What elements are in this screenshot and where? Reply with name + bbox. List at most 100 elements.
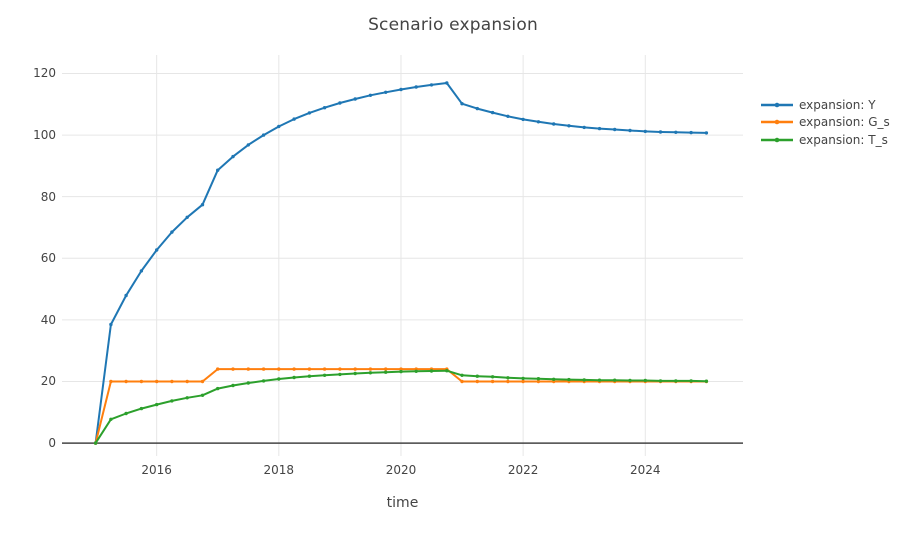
legend-marker	[774, 137, 780, 143]
data-point	[200, 379, 205, 384]
data-point	[368, 93, 373, 98]
data-point	[307, 374, 312, 378]
data-point	[277, 124, 281, 129]
data-point	[567, 377, 571, 382]
data-point	[490, 379, 495, 384]
legend-line-marker-icon	[761, 137, 793, 143]
data-point	[246, 381, 250, 385]
data-point	[261, 379, 266, 383]
data-point	[384, 90, 388, 95]
data-point	[399, 369, 403, 374]
data-point	[643, 129, 647, 134]
data-point	[490, 375, 495, 379]
data-point	[460, 379, 464, 384]
data-point	[445, 81, 449, 85]
data-point	[613, 378, 617, 382]
data-point	[185, 379, 189, 384]
data-point	[689, 379, 693, 383]
data-point	[399, 367, 403, 371]
data-point	[704, 131, 709, 135]
x-tick-label-2020: 2020	[385, 463, 417, 477]
data-point	[506, 376, 510, 380]
data-point	[185, 396, 189, 400]
data-point	[643, 378, 647, 383]
data-point	[216, 386, 220, 391]
data-point	[628, 378, 632, 383]
data-point	[139, 269, 144, 273]
data-point	[155, 402, 159, 407]
data-point	[552, 122, 556, 126]
data-point	[200, 203, 205, 207]
legend-item-expansion-g-s[interactable]: expansion: G_s	[760, 114, 890, 132]
data-point	[658, 379, 663, 383]
data-point	[155, 379, 159, 384]
data-point	[384, 370, 388, 374]
data-point	[582, 125, 586, 130]
x-tick-label-2018: 2018	[263, 463, 295, 477]
data-point	[475, 374, 479, 378]
data-point	[597, 126, 602, 131]
legend-marker	[774, 119, 780, 125]
data-point	[506, 114, 510, 119]
data-point	[322, 373, 327, 377]
data-point	[475, 106, 479, 111]
data-point	[170, 230, 174, 234]
y-tick-label-120: 120	[33, 66, 56, 81]
data-point	[414, 369, 418, 373]
data-point	[261, 367, 266, 371]
data-point	[613, 127, 617, 132]
legend-item-expansion-t-s[interactable]: expansion: T_s	[760, 131, 890, 149]
data-point	[658, 130, 663, 134]
data-point	[552, 377, 556, 381]
y-tick-label-40: 40	[40, 312, 56, 327]
data-point	[674, 379, 678, 383]
data-point	[246, 367, 250, 371]
data-point	[353, 371, 357, 376]
data-point	[674, 130, 678, 134]
data-point	[124, 293, 128, 298]
data-point	[582, 378, 586, 382]
data-point	[246, 143, 250, 147]
data-point	[368, 367, 373, 371]
data-point	[307, 367, 312, 371]
data-point	[338, 367, 342, 371]
data-point	[521, 117, 525, 122]
data-point	[429, 369, 434, 373]
data-point	[521, 379, 525, 384]
data-point	[353, 367, 357, 371]
data-point	[216, 367, 220, 371]
data-point	[231, 383, 235, 388]
data-point	[597, 378, 602, 382]
data-point	[307, 111, 312, 115]
data-point	[93, 441, 98, 445]
data-point	[277, 377, 281, 381]
data-point	[704, 379, 709, 383]
data-point	[124, 379, 128, 384]
legend-line-marker-icon	[761, 102, 793, 108]
data-point	[414, 85, 418, 89]
legend-item-expansion-y[interactable]: expansion: Y	[760, 96, 890, 114]
data-point	[384, 367, 388, 371]
data-point	[109, 379, 113, 384]
data-point	[460, 102, 464, 106]
data-point	[170, 399, 174, 403]
data-point	[567, 124, 571, 128]
data-point	[475, 379, 479, 384]
legend: expansion: Y expansion: G_s expansion: T_s	[760, 96, 890, 149]
data-point	[185, 215, 189, 219]
data-point	[536, 120, 541, 124]
series-expansion-t-s[interactable]	[93, 369, 709, 445]
data-point	[445, 369, 449, 373]
data-point	[231, 367, 235, 371]
data-point	[109, 322, 113, 327]
data-point	[155, 248, 159, 252]
y-tick-label-60: 60	[40, 251, 56, 266]
data-point	[231, 154, 235, 159]
y-tick-label-100: 100	[33, 128, 56, 143]
x-axis-title: time	[386, 495, 419, 511]
data-point	[490, 110, 495, 115]
chart-title: Scenario expansion	[368, 15, 538, 35]
data-point	[506, 379, 510, 384]
x-tick-label-2024: 2024	[629, 463, 661, 477]
